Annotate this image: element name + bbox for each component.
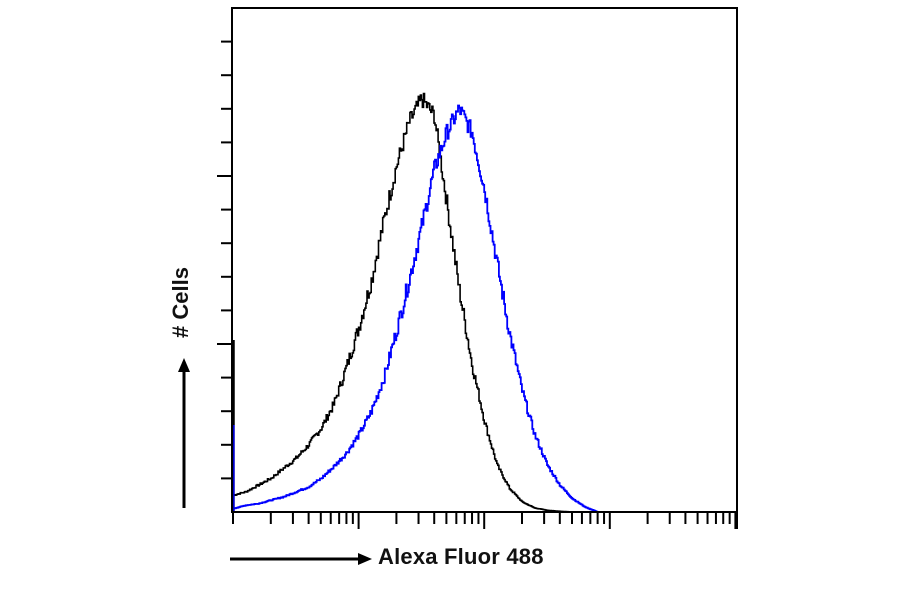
x-arrow-head-icon bbox=[358, 553, 372, 565]
y-axis-ticks bbox=[217, 40, 232, 480]
x-axis-ticks bbox=[232, 512, 738, 529]
y-axis-label: # Cells bbox=[168, 267, 193, 338]
plot-frame bbox=[231, 7, 738, 513]
control-histogram-line bbox=[233, 92, 610, 513]
x-axis-label: Alexa Fluor 488 bbox=[378, 544, 544, 569]
stained-histogram-line bbox=[233, 104, 610, 513]
y-arrow-head-icon bbox=[178, 358, 190, 372]
